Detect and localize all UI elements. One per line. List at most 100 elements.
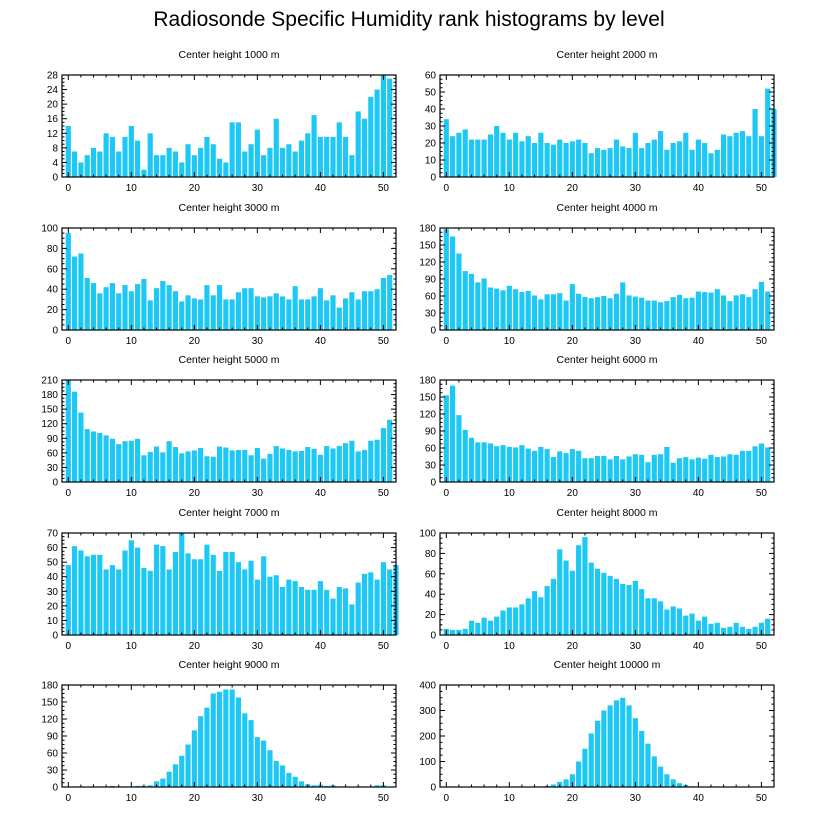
panel-1-bar — [179, 162, 185, 177]
panel-6-bar — [695, 457, 701, 482]
panel-4-bar — [752, 289, 758, 330]
panel-3-bar — [135, 284, 141, 330]
panel-4-bar — [733, 295, 739, 330]
panel-7-bar — [343, 588, 349, 635]
panel-8-bar — [525, 598, 531, 635]
panel-2-bar — [443, 119, 449, 177]
panel-8-xtick-label: 30 — [630, 641, 642, 652]
panel-8-bar — [664, 609, 670, 635]
panel-2-bar — [525, 136, 531, 177]
panel-10-bar — [626, 705, 632, 787]
panel-7-bar — [135, 547, 141, 635]
panel-5-bar — [78, 412, 84, 482]
panel-4-bar — [481, 278, 487, 330]
panel-8-bar — [689, 613, 695, 635]
panel-4-bar — [695, 291, 701, 330]
panel-4-ytick-label: 90 — [425, 275, 437, 286]
panel-5-bar — [97, 432, 103, 482]
panel-4-bar — [670, 297, 676, 330]
panel-7-bar — [172, 551, 179, 635]
panel-5-bar — [160, 452, 166, 482]
panel-4-bar — [462, 271, 468, 330]
panel-3-ytick-label: 0 — [52, 326, 58, 337]
panel-4-bar — [676, 294, 683, 330]
panel-2-bar — [657, 131, 664, 177]
panel-2-bar — [569, 141, 575, 177]
panel-8-bar — [702, 616, 708, 635]
panel-1-ytick-label: 24 — [47, 85, 59, 96]
panel-4-bar — [601, 296, 607, 330]
panel-3-bar — [361, 291, 368, 330]
panel-7-bar — [198, 559, 204, 635]
panel-7-bar — [223, 551, 229, 635]
panel-2-ytick-label: 30 — [425, 122, 437, 133]
panel-9-bar — [229, 689, 235, 787]
panel-1-bar — [128, 126, 134, 177]
panel-3-bar — [330, 295, 336, 330]
panel-4-bar — [569, 284, 575, 330]
panel-7-bar — [128, 540, 134, 635]
panel-2-bar — [626, 148, 632, 177]
panel-1-bar — [235, 122, 242, 177]
panel-4-ytick-label: 60 — [425, 292, 437, 303]
panel-6-bar — [443, 395, 449, 482]
panel-5-bar — [254, 448, 260, 482]
panel-3-bar — [298, 299, 305, 330]
panel-1-bar — [204, 136, 210, 177]
panel-10-bar — [582, 748, 588, 787]
panel-5-ytick-label: 0 — [52, 478, 58, 489]
panel-3-ytick-label: 100 — [41, 224, 58, 235]
panel-8-bar — [500, 610, 506, 635]
panel-6-bar — [714, 457, 720, 482]
panel-1-bar — [103, 133, 109, 177]
panel-7-bar — [179, 533, 185, 635]
panel-8-bar — [739, 626, 746, 635]
figure-title: Radiosonde Specific Humidity rank histog… — [153, 8, 665, 31]
panel-10-bar — [563, 779, 569, 787]
panel-3-ytick-label: 20 — [47, 305, 59, 316]
panel-3-bar — [78, 253, 84, 330]
panel-1-ytick-label: 4 — [52, 158, 58, 169]
panel-5-bar — [324, 446, 330, 482]
panel-4-bar — [639, 297, 645, 330]
panel-9-bar — [166, 771, 172, 787]
panel-1-ytick-label: 12 — [47, 129, 59, 140]
panel-2-bar — [576, 139, 582, 177]
panel-4-ytick-label: 150 — [419, 241, 436, 252]
panel-8-bar — [557, 549, 563, 635]
panel-1-bar — [279, 147, 286, 177]
panel-7-ytick-label: 20 — [47, 601, 59, 612]
panel-10-ytick-label: 300 — [419, 706, 436, 717]
panel-1-bar — [160, 155, 166, 177]
panel-4-bar — [557, 293, 563, 330]
panel-4-bar — [588, 298, 594, 330]
panel-4-xtick-label: 50 — [756, 336, 768, 347]
panel-10-bar — [651, 756, 657, 787]
panel-1-ytick-label: 0 — [52, 173, 58, 184]
panel-2-bar — [588, 153, 594, 177]
panel-5-bar — [166, 441, 172, 482]
panel-8-bar — [487, 620, 493, 635]
panel-7-bar — [116, 569, 122, 635]
panel-8-bar — [468, 620, 475, 635]
panel-5-bar — [292, 451, 298, 482]
panel-7-bar — [311, 589, 317, 635]
panel-5-bar — [84, 429, 90, 482]
panel-5-bar — [311, 448, 317, 482]
panel-2-bar — [765, 88, 771, 177]
panel-9-xtick-label: 30 — [252, 793, 264, 804]
panel-10-ytick-label: 100 — [419, 757, 436, 768]
panel-4-bar — [721, 295, 727, 330]
panel-4-bar — [531, 295, 538, 330]
panel-10-bar — [664, 774, 670, 787]
panel-10-xtick-label: 50 — [756, 793, 768, 804]
panel-4-bar — [664, 301, 670, 330]
panel-9-bar — [273, 760, 279, 787]
panel-5-bar — [153, 446, 160, 482]
panel-3-bar — [292, 286, 298, 330]
panel-3-bar — [160, 281, 166, 330]
panel-8-bar — [746, 628, 752, 635]
panel-4-bar — [746, 297, 752, 330]
panel-7-bar — [166, 569, 172, 635]
panel-9-bar — [172, 764, 179, 787]
